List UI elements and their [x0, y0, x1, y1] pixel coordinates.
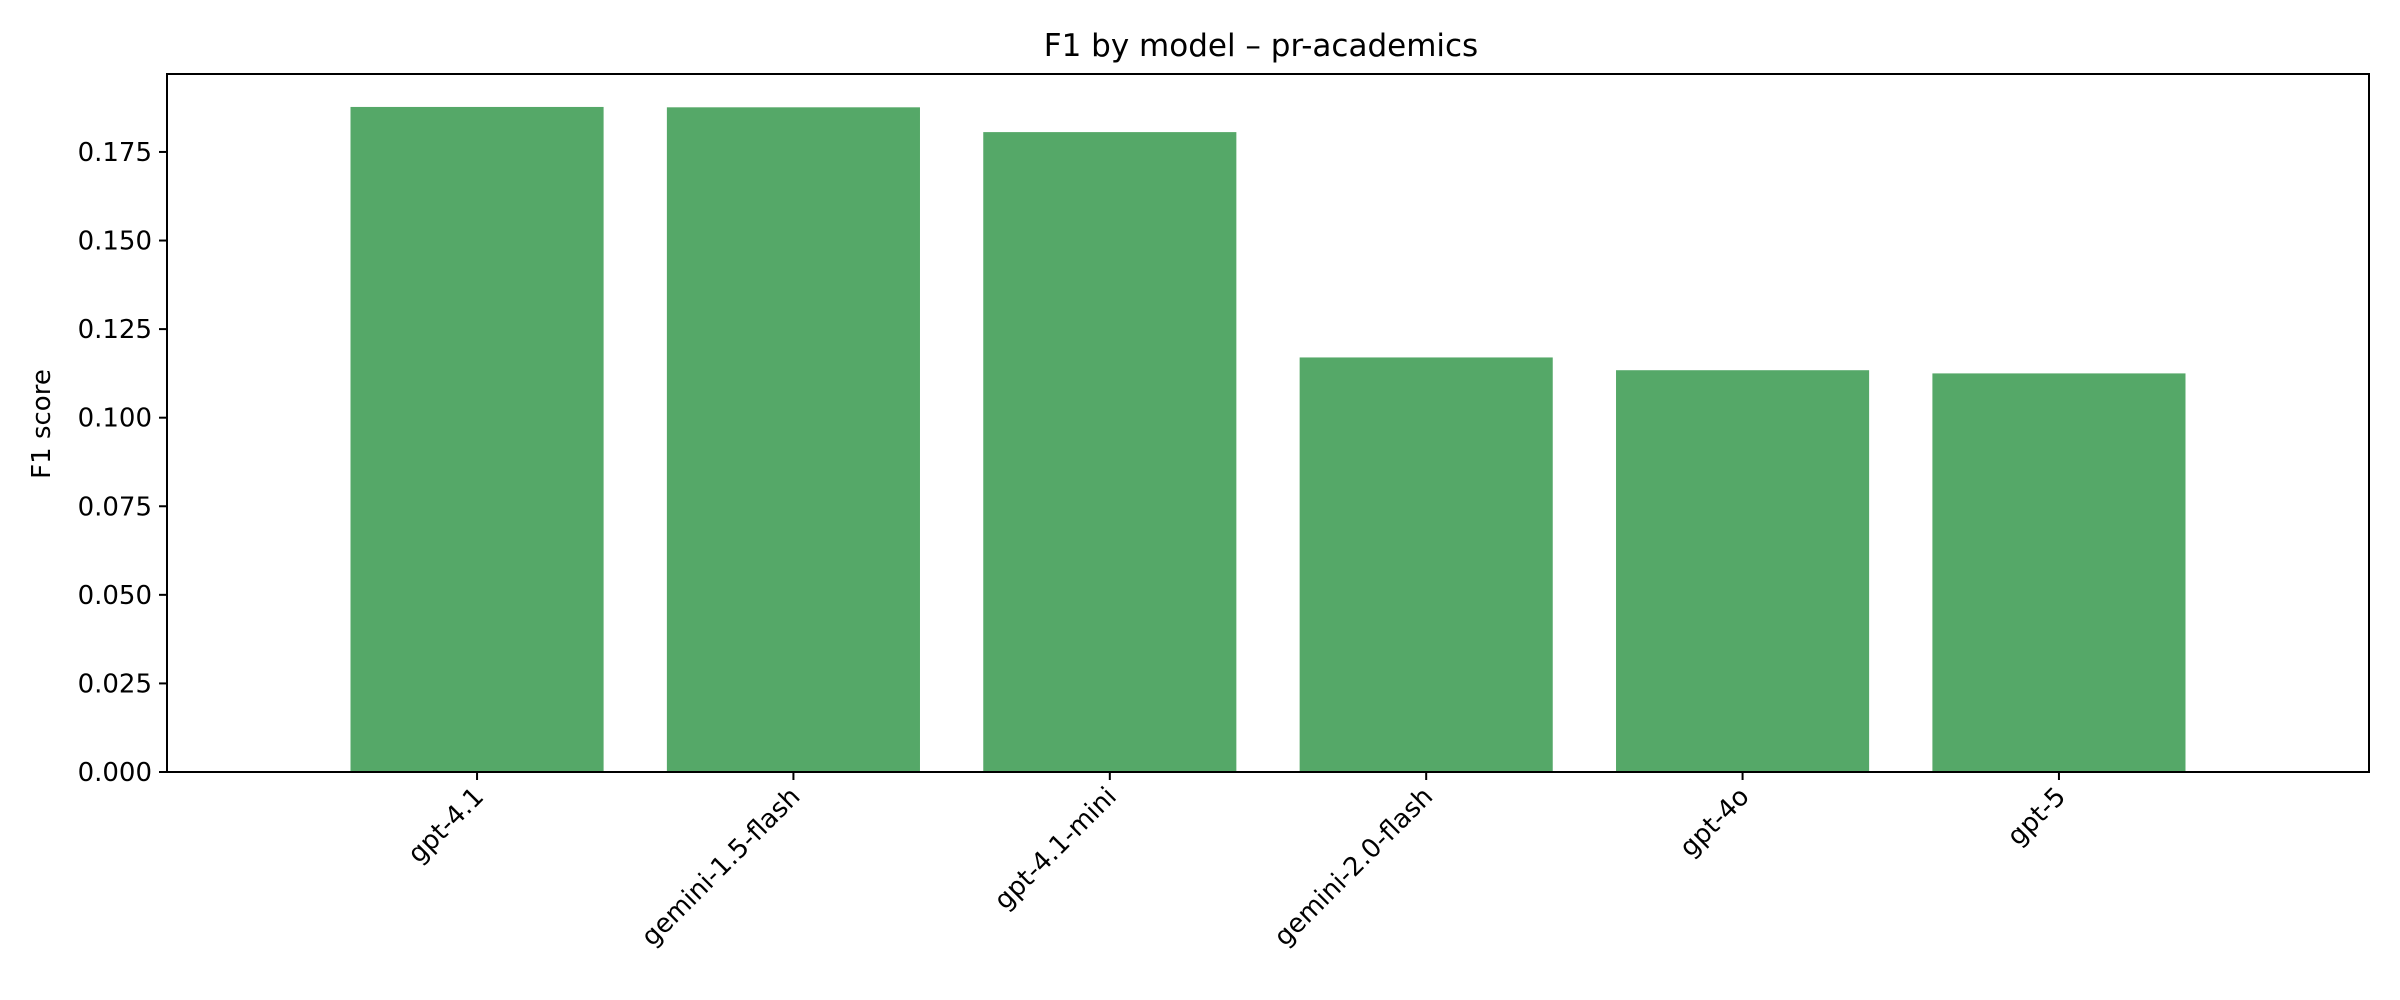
y-tick-label: 0.075	[78, 492, 152, 522]
bar-gpt-4o	[1616, 370, 1870, 772]
bar-gemini-2.0-flash	[1299, 357, 1553, 772]
y-tick-label: 0.050	[78, 581, 152, 611]
y-tick-label: 0.000	[78, 758, 152, 788]
y-tick-label: 0.125	[78, 315, 152, 345]
y-axis-ticks: 0.000 0.025 0.050 0.075 0.100 0.125 0.150 0.175	[78, 138, 167, 788]
y-tick-label: 0.025	[78, 669, 152, 699]
y-axis-label: F1 score	[27, 369, 57, 479]
bar-gemini-1.5-flash	[666, 107, 920, 772]
plot-area-frame	[166, 73, 2370, 773]
y-tick-label: 0.175	[78, 138, 152, 168]
bar-gpt-4.1-mini	[983, 132, 1237, 773]
bar-gpt-4.1	[350, 106, 604, 772]
bars-group	[350, 106, 2186, 773]
bar-gpt-5	[1932, 373, 2186, 772]
y-tick-label: 0.100	[78, 404, 152, 434]
y-tick-label: 0.150	[78, 227, 152, 257]
chart-title: F1 by model – pr-academics	[1044, 28, 1478, 64]
